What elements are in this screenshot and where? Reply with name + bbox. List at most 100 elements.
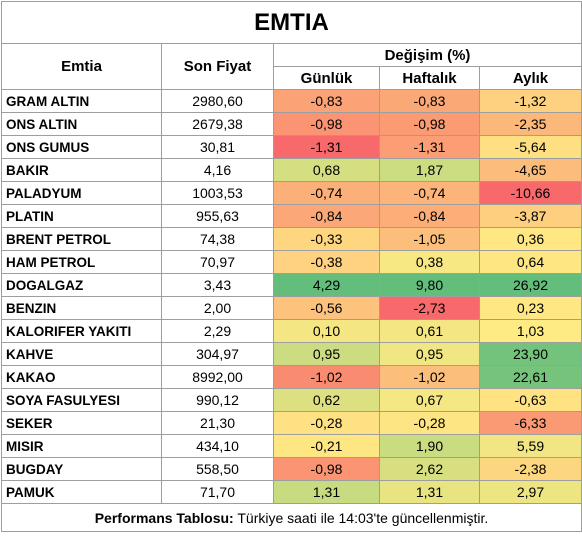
change-cell: 0,10 <box>273 319 380 343</box>
price: 4,16 <box>161 158 274 182</box>
table-row: BAKIR 4,16 0,68 1,87 -4,65 <box>1 158 582 182</box>
change-cell: 5,59 <box>479 434 582 458</box>
change-cell: 0,36 <box>479 227 582 251</box>
price: 990,12 <box>161 388 274 412</box>
change-cell: 0,68 <box>273 158 380 182</box>
commodity-name: PLATIN <box>1 204 162 228</box>
price: 30,81 <box>161 135 274 159</box>
price: 2679,38 <box>161 112 274 136</box>
change-cell: -0,83 <box>273 89 380 113</box>
change-cell: -5,64 <box>479 135 582 159</box>
change-cell: -0,98 <box>273 457 380 481</box>
price: 70,97 <box>161 250 274 274</box>
table-row: BENZIN 2,00 -0,56 -2,73 0,23 <box>1 296 582 320</box>
footer-text: Türkiye saati ile 14:03'te güncellenmişt… <box>237 509 489 526</box>
change-cell: 1,03 <box>479 319 582 343</box>
table-row: KAHVE 304,97 0,95 0,95 23,90 <box>1 342 582 366</box>
commodity-name: BENZIN <box>1 296 162 320</box>
table-row: DOGALGAZ 3,43 4,29 9,80 26,92 <box>1 273 582 297</box>
change-cell: 0,95 <box>273 342 380 366</box>
change-cell: -1,31 <box>379 135 480 159</box>
commodity-name: BRENT PETROL <box>1 227 162 251</box>
change-cell: 1,31 <box>379 480 480 504</box>
table-row: KALORIFER YAKITI 2,29 0,10 0,61 1,03 <box>1 319 582 343</box>
change-cell: -0,83 <box>379 89 480 113</box>
change-cell: -2,35 <box>479 112 582 136</box>
change-cell: -0,33 <box>273 227 380 251</box>
change-cell: 26,92 <box>479 273 582 297</box>
change-cell: 9,80 <box>379 273 480 297</box>
table-row: ONS GUMUS 30,81 -1,31 -1,31 -5,64 <box>1 135 582 159</box>
price: 71,70 <box>161 480 274 504</box>
change-cell: 23,90 <box>479 342 582 366</box>
price: 955,63 <box>161 204 274 228</box>
change-cell: -0,84 <box>273 204 380 228</box>
price: 8992,00 <box>161 365 274 389</box>
change-cell: -4,65 <box>479 158 582 182</box>
change-cell: -0,98 <box>379 112 480 136</box>
change-cell: -0,74 <box>273 181 380 205</box>
commodity-name: BAKIR <box>1 158 162 182</box>
table-body: GRAM ALTIN 2980,60 -0,83 -0,83 -1,32 ONS ALTI… <box>1 89 582 504</box>
change-cell: 22,61 <box>479 365 582 389</box>
change-cell: -1,31 <box>273 135 380 159</box>
change-cell: -1,02 <box>273 365 380 389</box>
header-name: Emtia <box>1 43 162 90</box>
change-cell: -1,02 <box>379 365 480 389</box>
header-period: Aylık <box>479 66 582 90</box>
header-period: Haftalık <box>379 66 480 90</box>
change-cell: -0,38 <box>273 250 380 274</box>
commodity-name: HAM PETROL <box>1 250 162 274</box>
change-cell: -6,33 <box>479 411 582 435</box>
table-row: HAM PETROL 70,97 -0,38 0,38 0,64 <box>1 250 582 274</box>
change-cell: 0,61 <box>379 319 480 343</box>
change-cell: 4,29 <box>273 273 380 297</box>
price: 3,43 <box>161 273 274 297</box>
change-cell: 0,62 <box>273 388 380 412</box>
price: 2,29 <box>161 319 274 343</box>
table-row: PLATIN 955,63 -0,84 -0,84 -3,87 <box>1 204 582 228</box>
change-cell: 0,38 <box>379 250 480 274</box>
change-cell: 0,95 <box>379 342 480 366</box>
change-cell: 1,87 <box>379 158 480 182</box>
price: 2,00 <box>161 296 274 320</box>
change-cell: -10,66 <box>479 181 582 205</box>
change-cell: -0,28 <box>273 411 380 435</box>
change-cell: 2,62 <box>379 457 480 481</box>
change-cell: -2,73 <box>379 296 480 320</box>
footer-label: Performans Tablosu: <box>94 509 234 526</box>
price: 74,38 <box>161 227 274 251</box>
header-price: Son Fiyat <box>161 43 274 90</box>
change-cell: -0,28 <box>379 411 480 435</box>
change-cell: -0,84 <box>379 204 480 228</box>
price: 21,30 <box>161 411 274 435</box>
change-cell: -0,98 <box>273 112 380 136</box>
commodity-table: EMTIA Emtia Son Fiyat Değişim (%) Günlük… <box>1 1 582 532</box>
commodity-name: SEKER <box>1 411 162 435</box>
change-cell: 2,97 <box>479 480 582 504</box>
commodity-name: BUGDAY <box>1 457 162 481</box>
commodity-name: PAMUK <box>1 480 162 504</box>
table-row: ONS ALTIN 2679,38 -0,98 -0,98 -2,35 <box>1 112 582 136</box>
commodity-name: PALADYUM <box>1 181 162 205</box>
price: 1003,53 <box>161 181 274 205</box>
price: 2980,60 <box>161 89 274 113</box>
commodity-name: DOGALGAZ <box>1 273 162 297</box>
title: EMTIA <box>1 1 582 44</box>
table-row: BUGDAY 558,50 -0,98 2,62 -2,38 <box>1 457 582 481</box>
change-cell: 1,90 <box>379 434 480 458</box>
change-cell: 0,64 <box>479 250 582 274</box>
table-row: BRENT PETROL 74,38 -0,33 -1,05 0,36 <box>1 227 582 251</box>
table-row: PAMUK 71,70 1,31 1,31 2,97 <box>1 480 582 504</box>
commodity-name: MISIR <box>1 434 162 458</box>
change-cell: 0,23 <box>479 296 582 320</box>
header-change: Değişim (%) <box>273 43 582 67</box>
change-cell: -0,63 <box>479 388 582 412</box>
commodity-name: GRAM ALTIN <box>1 89 162 113</box>
commodity-name: KAHVE <box>1 342 162 366</box>
table-row: SEKER 21,30 -0,28 -0,28 -6,33 <box>1 411 582 435</box>
change-cell: -1,05 <box>379 227 480 251</box>
change-cell: -0,21 <box>273 434 380 458</box>
change-cell: -3,87 <box>479 204 582 228</box>
